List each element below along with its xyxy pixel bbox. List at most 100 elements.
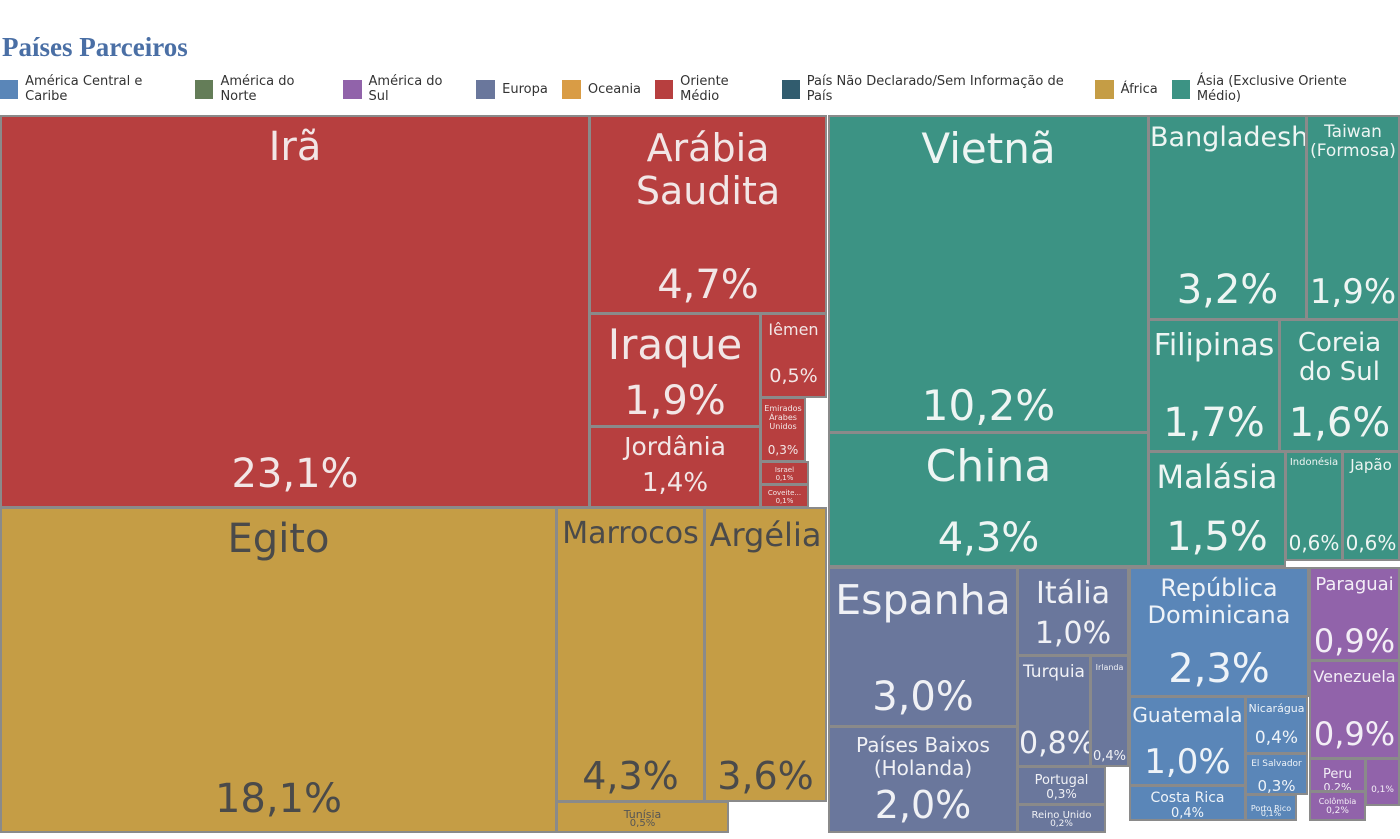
tile-value: 3,0% [872, 674, 974, 720]
tile-label: Nicarágua [1248, 702, 1305, 715]
tile-label: Iêmen [768, 320, 819, 339]
tile-value: 1,6% [1288, 400, 1391, 446]
treemap-tile[interactable]: Israel 0,1% [760, 461, 809, 485]
treemap-tile[interactable]: Filipinas 1,7% [1148, 319, 1280, 452]
treemap-tile[interactable]: República Dominicana 2,3% [1129, 567, 1309, 697]
tile-label: Itália [1035, 576, 1111, 611]
tile-label: Turquia [1023, 662, 1085, 682]
treemap-tile[interactable]: Arábia Saudita 4,7% [589, 115, 827, 314]
legend-swatch [1094, 79, 1114, 99]
legend-item[interactable]: Ásia (Exclusive Oriente Médio) [1171, 74, 1386, 104]
tile-label: Taiwan (Formosa) [1310, 122, 1396, 162]
treemap-tile[interactable]: Peru 0,2% [1309, 758, 1366, 792]
tile-value: 3,2% [1176, 267, 1279, 313]
tile-value: 0,8% [1019, 726, 1091, 761]
treemap-tile[interactable]: Paraguai 0,9% [1309, 567, 1400, 661]
tile-label: Arábia Saudita [635, 126, 781, 213]
tile-value: 0,1% [775, 497, 794, 505]
tile-value: 0,1% [1371, 785, 1394, 795]
tile-value: 0,9% [1313, 715, 1396, 753]
treemap-tile[interactable]: Iraque 1,9% [589, 313, 761, 427]
legend-item[interactable]: Oceania [561, 79, 642, 99]
treemap-tile[interactable]: Jordânia 1,4% [589, 426, 761, 508]
tile-label: Vietnã [921, 124, 1056, 173]
legend-item[interactable]: América do Norte [195, 74, 329, 104]
treemap-tile[interactable]: Turquia 0,8% [1017, 655, 1091, 767]
treemap-tile[interactable]: El Salvador 0,3% [1245, 753, 1308, 795]
tile-label: Marrocos [562, 516, 699, 551]
tile-value: 1,7% [1163, 400, 1265, 446]
treemap-tile[interactable]: Marrocos 4,3% [556, 507, 705, 802]
treemap-tile[interactable]: Porto Rico 0,1% [1245, 794, 1297, 821]
treemap-tile[interactable]: Japão 0,6% [1342, 451, 1400, 561]
treemap-tile[interactable]: Egito 18,1% [0, 507, 557, 833]
legend-item[interactable]: Europa [476, 79, 548, 99]
treemap-tile[interactable]: Malásia 1,5% [1148, 451, 1286, 567]
treemap-tile[interactable]: Reino Unido 0,2% [1017, 804, 1106, 833]
tile-value: 10,2% [921, 381, 1056, 430]
tile-value: 0,6% [1345, 531, 1397, 555]
tile-value: 0,4% [1170, 806, 1205, 821]
tile-label: Filipinas [1153, 328, 1275, 363]
treemap-tile[interactable]: Argélia 3,6% [704, 507, 827, 802]
treemap-tile[interactable]: Nicarágua 0,4% [1245, 696, 1308, 754]
treemap-tile[interactable]: Taiwan (Formosa) 1,9% [1306, 115, 1400, 320]
legend-swatch [1171, 79, 1190, 99]
treemap-tile[interactable]: Emirados Árabes Unidos 0,3% [760, 397, 806, 462]
treemap-tile[interactable]: Venezuela 0,9% [1309, 660, 1400, 759]
treemap-tile[interactable]: Irã 23,1% [0, 115, 590, 508]
legend: América Central e Caribe América do Norte… [0, 74, 1400, 104]
treemap-tile[interactable]: China 4,3% [828, 432, 1149, 567]
legend-item[interactable]: África [1094, 79, 1158, 99]
treemap-tile[interactable]: Indonésia 0,6% [1285, 451, 1343, 561]
tile-label: Irã [268, 124, 322, 170]
tile-label: Indonésia [1289, 457, 1339, 468]
legend-swatch [476, 79, 496, 99]
tile-value: 2,0% [874, 783, 972, 827]
treemap-tile[interactable]: Países Baixos (Holanda) 2,0% [828, 726, 1018, 833]
tile-value: 1,9% [1309, 272, 1397, 312]
tile-label: Argélia [709, 516, 822, 554]
treemap-tile[interactable]: Bangladesh 3,2% [1148, 115, 1307, 320]
treemap-tile[interactable]: Vietnã 10,2% [828, 115, 1149, 433]
tile-value: 0,3% [767, 443, 799, 457]
tile-value: 0,1% [1260, 809, 1282, 818]
tile-value: 0,6% [1288, 531, 1340, 555]
legend-swatch [655, 79, 674, 99]
treemap-tile[interactable]: Guatemala 1,0% [1129, 696, 1246, 786]
tile-label: China [925, 441, 1052, 492]
treemap-tile[interactable]: Irlanda 0,4% [1090, 655, 1129, 767]
tile-label: Japão [1350, 456, 1392, 474]
tile-label: Coreia do Sul [1297, 328, 1382, 388]
tile-value: 0,1% [775, 474, 794, 482]
tile-value: 1,9% [624, 378, 726, 424]
treemap-tile[interactable]: Tunísia 0,5% [556, 801, 729, 833]
tile-value: 0,3% [1257, 777, 1296, 795]
legend-item[interactable]: América do Sul [343, 74, 462, 104]
legend-item[interactable]: País Não Declarado/Sem Informação de Paí… [781, 74, 1081, 104]
tile-label: Malásia [1156, 458, 1278, 496]
treemap-tile[interactable]: Coveite... 0,1% [760, 484, 809, 508]
tile-label: Reino Unido [1031, 810, 1092, 821]
treemap-tile[interactable]: Costa Rica 0,4% [1129, 785, 1246, 821]
tile-value: 0,2% [1050, 819, 1073, 829]
tile-value: 3,6% [717, 754, 814, 798]
legend-label: América Central e Caribe [25, 74, 143, 104]
treemap-tile[interactable]: Espanha 3,0% [828, 567, 1018, 727]
treemap-tile[interactable]: Colômbia 0,2% [1309, 791, 1366, 821]
legend-swatch [561, 79, 581, 99]
tile-label: Guatemala [1132, 703, 1243, 727]
legend-item[interactable]: Oriente Médio [655, 74, 768, 104]
treemap-tile[interactable]: 0,1% [1365, 758, 1400, 806]
tile-label: El Salvador [1251, 759, 1302, 769]
legend-item[interactable]: América Central e Caribe [0, 74, 181, 104]
treemap-tile[interactable]: Portugal 0,3% [1017, 766, 1106, 805]
tile-value: 0,4% [1254, 728, 1299, 748]
tile-value: 0,2% [1326, 806, 1349, 816]
legend-label: América do Norte [220, 74, 295, 104]
treemap-tile[interactable]: Coreia do Sul 1,6% [1279, 319, 1400, 452]
legend-label: Oceania [587, 81, 642, 97]
treemap-tile[interactable]: Itália 1,0% [1017, 567, 1129, 656]
treemap-tile[interactable]: Iêmen 0,5% [760, 313, 827, 398]
tile-label: Emirados Árabes Unidos [764, 404, 802, 432]
